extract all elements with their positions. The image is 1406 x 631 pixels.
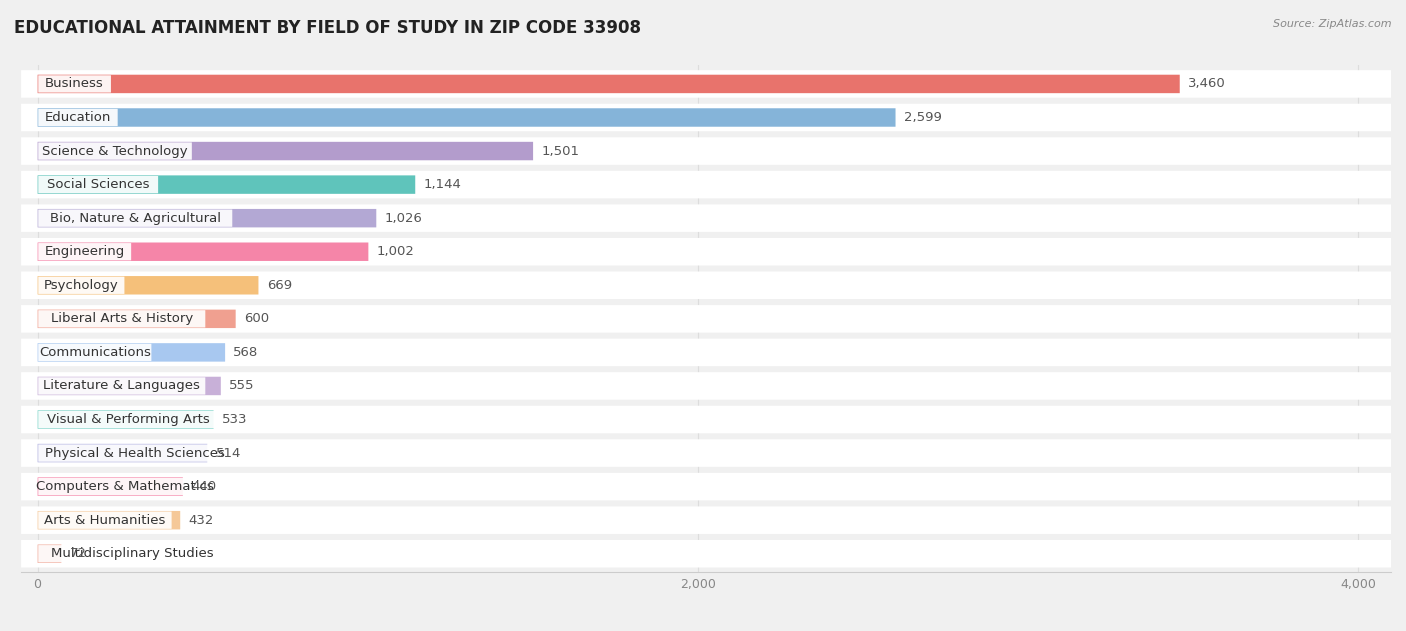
Text: Engineering: Engineering [45, 245, 125, 258]
FancyBboxPatch shape [38, 242, 368, 261]
Text: Literature & Languages: Literature & Languages [44, 379, 200, 392]
Text: 533: 533 [222, 413, 247, 426]
Text: 514: 514 [215, 447, 240, 459]
FancyBboxPatch shape [38, 411, 219, 428]
FancyBboxPatch shape [21, 406, 1391, 433]
FancyBboxPatch shape [38, 444, 207, 463]
FancyBboxPatch shape [21, 238, 1391, 266]
FancyBboxPatch shape [38, 310, 205, 327]
Text: 72: 72 [70, 547, 87, 560]
Text: Physical & Health Sciences: Physical & Health Sciences [45, 447, 225, 459]
Text: 1,501: 1,501 [541, 144, 579, 158]
FancyBboxPatch shape [38, 143, 191, 160]
FancyBboxPatch shape [21, 70, 1391, 98]
FancyBboxPatch shape [38, 310, 236, 328]
FancyBboxPatch shape [38, 410, 214, 428]
Text: Computers & Mathematics: Computers & Mathematics [37, 480, 214, 493]
FancyBboxPatch shape [21, 305, 1391, 333]
Text: 1,002: 1,002 [377, 245, 415, 258]
FancyBboxPatch shape [21, 540, 1391, 567]
FancyBboxPatch shape [21, 171, 1391, 198]
Text: EDUCATIONAL ATTAINMENT BY FIELD OF STUDY IN ZIP CODE 33908: EDUCATIONAL ATTAINMENT BY FIELD OF STUDY… [14, 19, 641, 37]
Text: 568: 568 [233, 346, 259, 359]
Text: Social Sciences: Social Sciences [46, 178, 149, 191]
Text: 3,460: 3,460 [1188, 78, 1226, 90]
FancyBboxPatch shape [38, 545, 62, 563]
FancyBboxPatch shape [38, 444, 232, 462]
FancyBboxPatch shape [38, 478, 183, 496]
FancyBboxPatch shape [38, 243, 131, 261]
FancyBboxPatch shape [21, 507, 1391, 534]
FancyBboxPatch shape [21, 138, 1391, 165]
FancyBboxPatch shape [38, 109, 896, 127]
FancyBboxPatch shape [38, 545, 225, 562]
FancyBboxPatch shape [38, 478, 212, 495]
FancyBboxPatch shape [38, 276, 124, 294]
Text: Arts & Humanities: Arts & Humanities [44, 514, 166, 527]
FancyBboxPatch shape [21, 339, 1391, 366]
FancyBboxPatch shape [38, 175, 415, 194]
Text: 1,144: 1,144 [423, 178, 461, 191]
Text: Business: Business [45, 78, 104, 90]
FancyBboxPatch shape [21, 204, 1391, 232]
FancyBboxPatch shape [38, 176, 157, 193]
FancyBboxPatch shape [38, 377, 221, 395]
FancyBboxPatch shape [21, 271, 1391, 299]
Text: Education: Education [45, 111, 111, 124]
Text: 1,026: 1,026 [385, 211, 422, 225]
FancyBboxPatch shape [21, 103, 1391, 131]
Text: Communications: Communications [39, 346, 150, 359]
Text: 555: 555 [229, 379, 254, 392]
Text: 669: 669 [267, 279, 292, 292]
Text: Liberal Arts & History: Liberal Arts & History [51, 312, 193, 326]
FancyBboxPatch shape [38, 344, 152, 361]
FancyBboxPatch shape [21, 439, 1391, 467]
FancyBboxPatch shape [38, 512, 172, 529]
FancyBboxPatch shape [38, 209, 232, 227]
FancyBboxPatch shape [38, 75, 111, 93]
Text: 432: 432 [188, 514, 214, 527]
FancyBboxPatch shape [38, 109, 118, 126]
Text: 2,599: 2,599 [904, 111, 942, 124]
FancyBboxPatch shape [38, 142, 533, 160]
FancyBboxPatch shape [38, 377, 205, 394]
Text: Psychology: Psychology [44, 279, 118, 292]
FancyBboxPatch shape [38, 276, 259, 295]
Text: Source: ZipAtlas.com: Source: ZipAtlas.com [1274, 19, 1392, 29]
Text: Visual & Performing Arts: Visual & Performing Arts [48, 413, 209, 426]
FancyBboxPatch shape [38, 343, 225, 362]
Text: 600: 600 [243, 312, 269, 326]
FancyBboxPatch shape [38, 511, 180, 529]
FancyBboxPatch shape [21, 372, 1391, 399]
Text: Bio, Nature & Agricultural: Bio, Nature & Agricultural [49, 211, 221, 225]
FancyBboxPatch shape [38, 74, 1180, 93]
FancyBboxPatch shape [38, 209, 377, 227]
Text: Multidisciplinary Studies: Multidisciplinary Studies [51, 547, 214, 560]
Text: 440: 440 [191, 480, 217, 493]
FancyBboxPatch shape [21, 473, 1391, 500]
Text: Science & Technology: Science & Technology [42, 144, 188, 158]
